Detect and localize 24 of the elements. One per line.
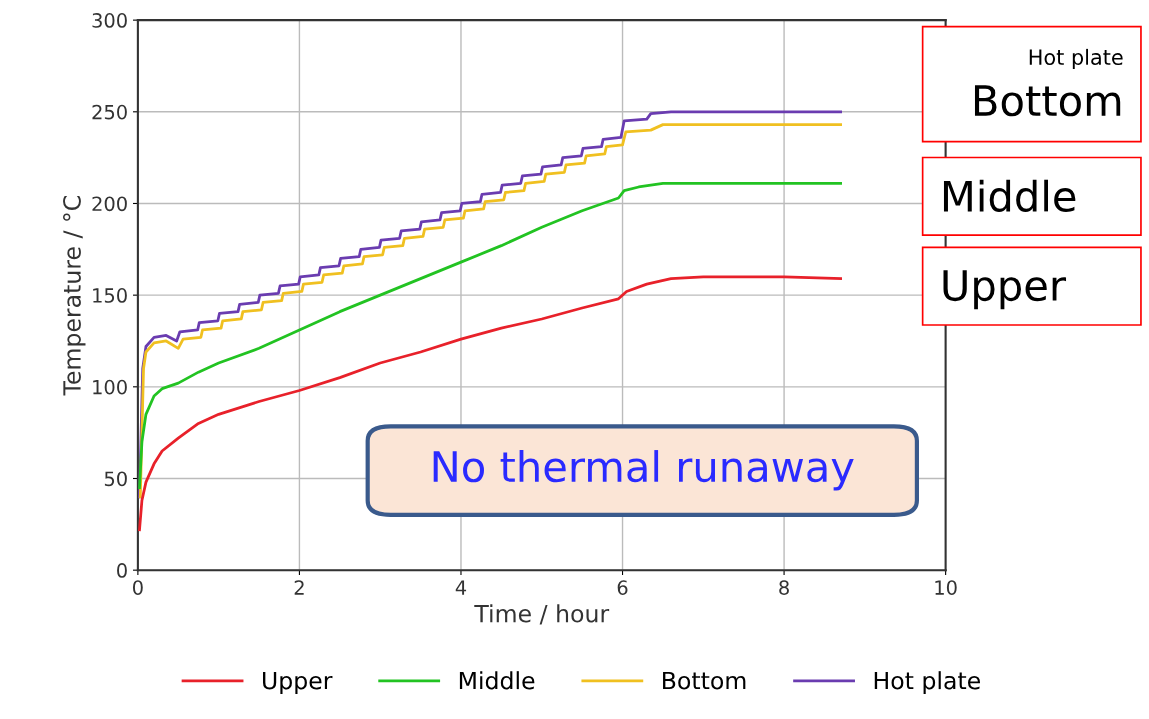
x-tick-label: 6 xyxy=(617,580,628,595)
y-tick-label: 100 xyxy=(93,379,127,395)
x-tick-label: 4 xyxy=(455,580,467,595)
y-tick-label: 250 xyxy=(92,104,127,120)
y-tick-label: 150 xyxy=(93,288,127,303)
y-tick-label: 200 xyxy=(92,196,127,212)
y-tick-label: 300 xyxy=(92,13,127,28)
legend-label: Middle xyxy=(459,671,535,690)
legend-label: Bottom xyxy=(663,671,746,690)
annotation: Middle xyxy=(943,179,1076,212)
text: Hot plate xyxy=(1029,48,1123,70)
x-tick-label: 8 xyxy=(779,580,789,595)
x-axis-title: Time / hour xyxy=(474,604,610,625)
annotation: No thermal runaway xyxy=(433,450,854,491)
annotation: Upper xyxy=(943,270,1067,310)
y-axis-title: Temperature / °C xyxy=(63,196,86,396)
x-tick-label: 2 xyxy=(294,580,304,595)
legend-label: Upper xyxy=(263,671,333,695)
y-tick-label: 0 xyxy=(117,563,127,578)
y-tick-label: 50 xyxy=(104,471,127,487)
x-tick-label: 10 xyxy=(935,580,957,595)
text: Bottom xyxy=(974,85,1121,117)
x-tick-label: 0 xyxy=(132,580,143,595)
legend-label: Hot plate xyxy=(874,671,980,695)
